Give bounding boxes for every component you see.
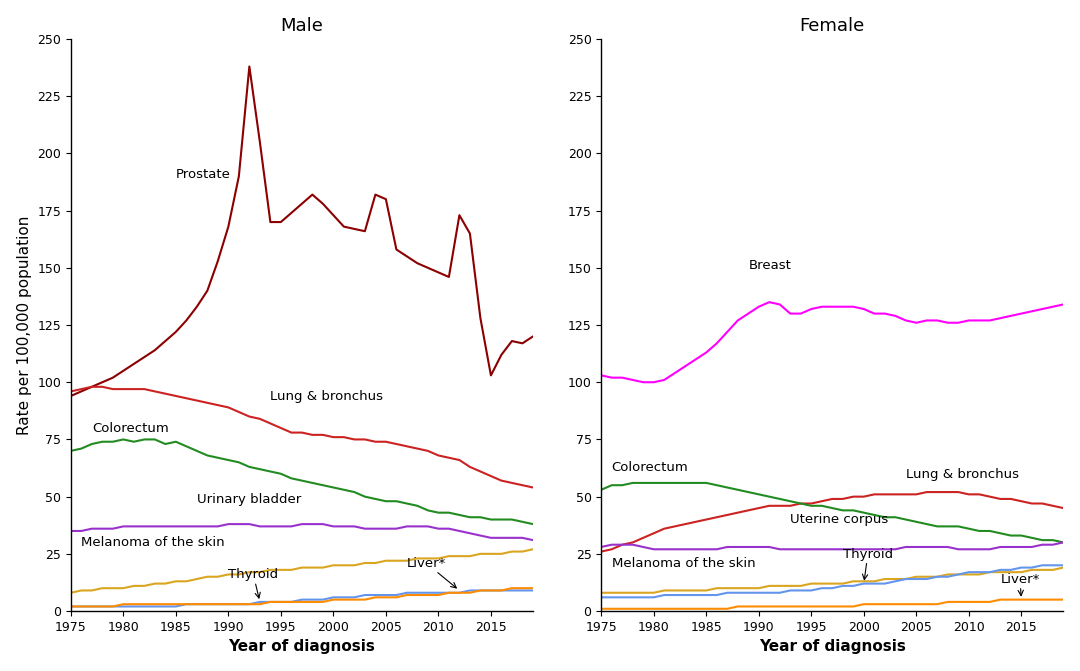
Text: Breast: Breast — [748, 260, 792, 272]
Text: Liver*: Liver* — [1000, 573, 1040, 596]
Text: Thyroid: Thyroid — [842, 548, 893, 580]
Y-axis label: Rate per 100,000 population: Rate per 100,000 population — [16, 215, 31, 435]
Title: Male: Male — [281, 17, 323, 35]
Text: Thyroid: Thyroid — [228, 568, 279, 598]
X-axis label: Year of diagnosis: Year of diagnosis — [229, 639, 376, 654]
Text: Lung & bronchus: Lung & bronchus — [906, 468, 1018, 480]
Text: Melanoma of the skin: Melanoma of the skin — [81, 536, 225, 550]
Text: Colorectum: Colorectum — [92, 422, 168, 435]
Text: Melanoma of the skin: Melanoma of the skin — [611, 557, 755, 570]
Text: Urinary bladder: Urinary bladder — [197, 493, 301, 506]
Text: Liver*: Liver* — [407, 557, 457, 588]
Text: Lung & bronchus: Lung & bronchus — [270, 390, 383, 403]
Text: Colorectum: Colorectum — [611, 461, 688, 474]
Text: Prostate: Prostate — [176, 168, 231, 181]
Title: Female: Female — [799, 17, 865, 35]
Text: Uterine corpus: Uterine corpus — [791, 513, 889, 526]
X-axis label: Year of diagnosis: Year of diagnosis — [759, 639, 906, 654]
